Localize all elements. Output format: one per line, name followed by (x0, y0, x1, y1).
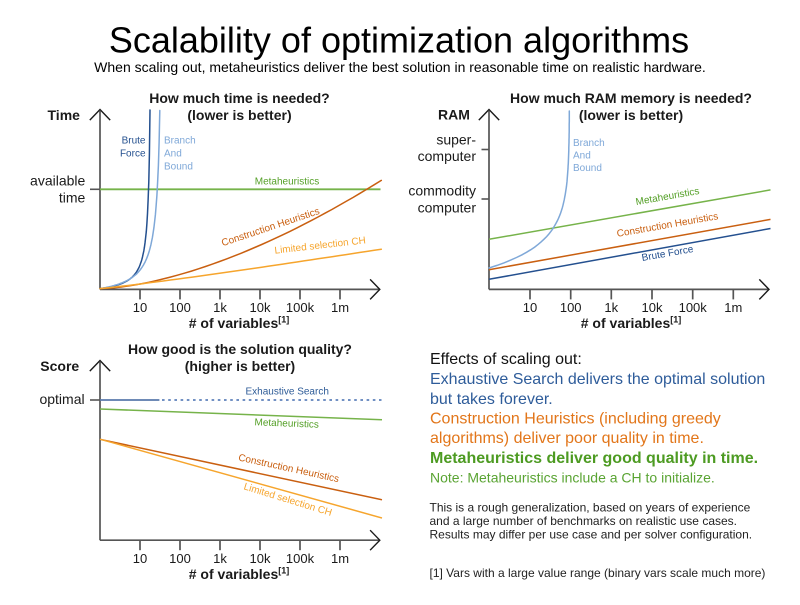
svg-text:100: 100 (169, 551, 191, 566)
svg-text:(lower is better): (lower is better) (579, 107, 683, 123)
svg-text:Brute: Brute (122, 136, 146, 147)
svg-text:computer: computer (418, 200, 477, 216)
svg-text:1k: 1k (213, 551, 227, 566)
svg-text:How good is the solution quali: How good is the solution quality? (128, 341, 352, 357)
svg-text:1m: 1m (724, 300, 742, 315)
svg-text:10: 10 (133, 551, 147, 566)
svg-text:RAM: RAM (438, 107, 470, 123)
svg-text:100k: 100k (286, 551, 315, 566)
svg-text:algorithms) deliver poor quali: algorithms) deliver poor quality in time… (430, 430, 704, 447)
svg-text:1k: 1k (213, 300, 227, 315)
svg-text:How much time is needed?: How much time is needed? (149, 90, 329, 106)
svg-text:[1] Vars with a large value ra: [1] Vars with a large value range (binar… (430, 566, 766, 580)
svg-text:Effects of scaling out:: Effects of scaling out: (430, 351, 582, 368)
svg-text:optimal: optimal (39, 391, 84, 407)
svg-text:Exhaustive Search delivers the: Exhaustive Search delivers the optimal s… (430, 371, 765, 388)
svg-text:10: 10 (133, 300, 147, 315)
svg-text:How much RAM memory is needed?: How much RAM memory is needed? (510, 90, 752, 106)
svg-text:This is a rough generalization: This is a rough generalization, based on… (430, 500, 751, 514)
svg-text:Branch: Branch (164, 136, 196, 147)
svg-text:Branch: Branch (573, 138, 605, 149)
svg-text:computer: computer (418, 148, 477, 164)
svg-text:1m: 1m (331, 551, 349, 566)
svg-text:# of variables[1]: # of variables[1] (581, 315, 682, 332)
svg-text:1k: 1k (604, 300, 618, 315)
svg-text:Force: Force (120, 149, 146, 160)
svg-text:(lower is better): (lower is better) (187, 107, 291, 123)
svg-text:(higher is better): (higher is better) (185, 358, 295, 374)
svg-text:and a large number of benchmar: and a large number of benchmarks on real… (430, 514, 738, 528)
svg-text:And: And (164, 149, 182, 160)
svg-text:1m: 1m (331, 300, 349, 315)
svg-text:10k: 10k (642, 300, 663, 315)
svg-text:Bound: Bound (164, 162, 193, 173)
svg-text:Time: Time (48, 107, 81, 123)
svg-text:available: available (30, 173, 85, 189)
svg-text:Exhaustive Search: Exhaustive Search (246, 387, 329, 398)
svg-text:Scalability of optimization al: Scalability of optimization algorithms (109, 20, 689, 61)
svg-text:Score: Score (40, 358, 79, 374)
svg-text:Construction Heuristics (inclu: Construction Heuristics (including greed… (430, 410, 721, 427)
svg-text:Metaheuristics: Metaheuristics (255, 177, 319, 188)
svg-text:Note: Metaheuristics include a: Note: Metaheuristics include a CH to ini… (430, 469, 715, 485)
svg-text:Results may differ per use cas: Results may differ per use case and per … (430, 527, 753, 541)
svg-text:And: And (573, 151, 591, 162)
svg-text:super-: super- (436, 132, 476, 148)
svg-text:When scaling out, metaheuristi: When scaling out, metaheuristics deliver… (94, 59, 706, 75)
svg-text:but takes forever.: but takes forever. (430, 391, 553, 408)
svg-text:commodity: commodity (408, 183, 476, 199)
svg-text:100: 100 (560, 300, 582, 315)
svg-text:# of variables[1]: # of variables[1] (189, 566, 290, 583)
svg-text:100: 100 (169, 300, 191, 315)
svg-text:10k: 10k (250, 551, 271, 566)
svg-text:100k: 100k (679, 300, 708, 315)
svg-text:# of variables[1]: # of variables[1] (189, 315, 290, 332)
svg-text:100k: 100k (286, 300, 315, 315)
svg-text:Bound: Bound (573, 163, 602, 174)
svg-text:10k: 10k (250, 300, 271, 315)
svg-text:time: time (59, 190, 86, 206)
svg-text:10: 10 (523, 300, 537, 315)
svg-text:Metaheuristics deliver good qu: Metaheuristics deliver good quality in t… (430, 450, 758, 467)
svg-text:Metaheuristics: Metaheuristics (254, 417, 319, 430)
